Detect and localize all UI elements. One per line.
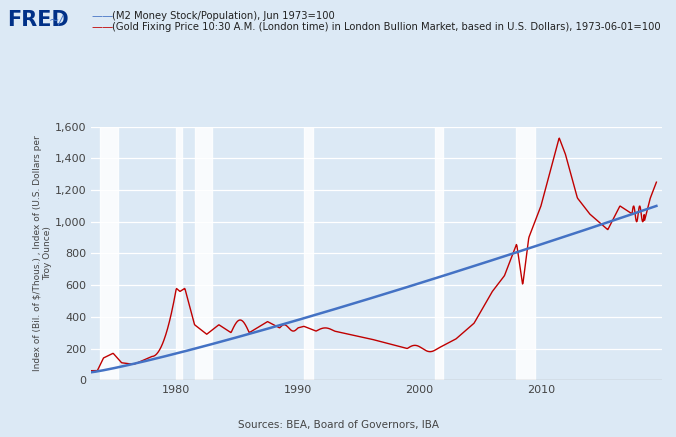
Bar <box>100 127 118 380</box>
Bar <box>435 127 443 380</box>
Text: (Gold Fixing Price 10:30 A.M. (London time) in London Bullion Market, based in U: (Gold Fixing Price 10:30 A.M. (London ti… <box>112 22 660 32</box>
Text: ——: —— <box>91 22 114 32</box>
Y-axis label: Index of (Bil. of $/Thous.) , Index of (U.S. Dollars per
Troy Ounce): Index of (Bil. of $/Thous.) , Index of (… <box>32 135 52 371</box>
Bar <box>195 127 212 380</box>
Text: FRED: FRED <box>7 10 68 30</box>
Bar <box>304 127 313 380</box>
Text: ~/: ~/ <box>49 13 64 26</box>
Text: ——: —— <box>91 11 114 21</box>
Bar <box>176 127 183 380</box>
Text: Sources: BEA, Board of Governors, IBA: Sources: BEA, Board of Governors, IBA <box>237 420 439 430</box>
Bar <box>516 127 535 380</box>
Text: (M2 Money Stock/Population), Jun 1973=100: (M2 Money Stock/Population), Jun 1973=10… <box>112 11 335 21</box>
